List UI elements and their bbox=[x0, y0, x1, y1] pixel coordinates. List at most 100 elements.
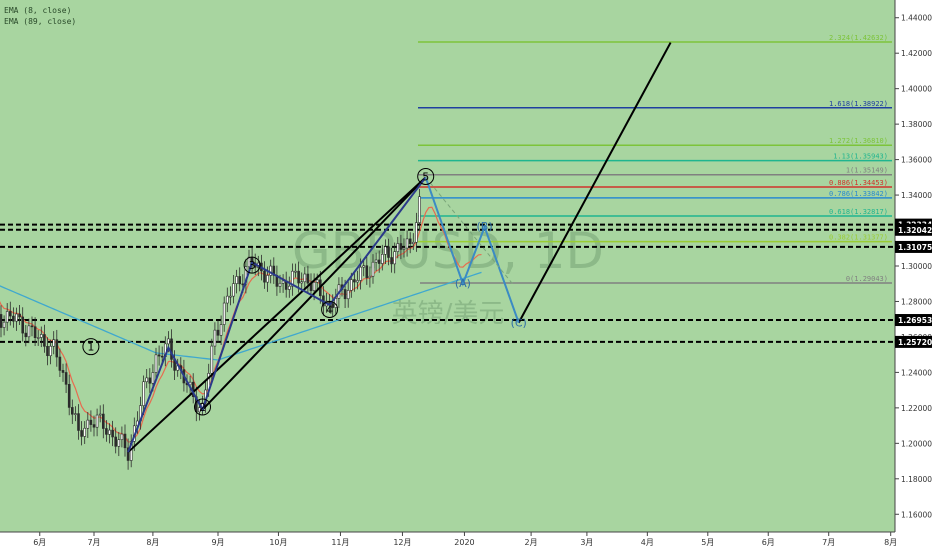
candle-body bbox=[287, 285, 291, 290]
candle-body bbox=[384, 246, 387, 255]
candle-body bbox=[0, 314, 3, 328]
candle-body bbox=[266, 275, 269, 283]
legend-ema-slow[interactable]: EMA (89, close) bbox=[4, 17, 77, 26]
x-tick-label: 4月 bbox=[641, 538, 654, 547]
wave-label-circle bbox=[194, 398, 211, 416]
candle-body bbox=[9, 311, 12, 317]
candle-body bbox=[36, 337, 40, 339]
candle-body bbox=[247, 256, 251, 268]
candle-body bbox=[216, 329, 220, 336]
candle-body bbox=[238, 276, 241, 285]
candle-body bbox=[2, 321, 6, 328]
candle-body bbox=[297, 270, 300, 284]
y-tick-label: 1.22000 bbox=[901, 404, 932, 413]
indicator-legend: EMA (8, close) EMA (89, close) bbox=[4, 5, 76, 27]
candle-body bbox=[74, 413, 77, 415]
candle-body bbox=[269, 265, 273, 276]
candle-body bbox=[353, 279, 356, 283]
candle-body bbox=[55, 339, 59, 358]
wave-label: (A) bbox=[455, 277, 471, 290]
impulse-wave-line bbox=[127, 176, 427, 453]
candle-body bbox=[24, 332, 28, 338]
candle-body bbox=[331, 303, 335, 308]
fib-level-label: 1.618(1.38922) bbox=[829, 100, 888, 108]
y-tick-label: 1.42000 bbox=[901, 49, 932, 58]
candle-body bbox=[418, 196, 421, 223]
candle-body bbox=[219, 324, 223, 336]
candle-body bbox=[346, 290, 350, 300]
x-tick-label: 7月 bbox=[87, 538, 100, 547]
y-tick-label: 1.18000 bbox=[901, 475, 932, 484]
ema-fast-line bbox=[0, 206, 482, 443]
candle-body bbox=[291, 270, 294, 287]
x-tick-label: 11月 bbox=[331, 538, 349, 547]
candle-body bbox=[380, 254, 384, 264]
wave-label: (B) bbox=[477, 220, 493, 233]
candle-body bbox=[198, 407, 201, 413]
x-tick-label: 9月 bbox=[211, 538, 224, 547]
y-tick-label: 1.16000 bbox=[901, 510, 932, 519]
y-tick-label: 1.28000 bbox=[901, 297, 932, 306]
candle-body bbox=[365, 265, 369, 279]
candle-body bbox=[145, 377, 148, 383]
candle-body bbox=[49, 345, 52, 357]
candle-body bbox=[12, 315, 15, 322]
fib-level-label: 1.272(1.36810) bbox=[829, 137, 888, 145]
candle-body bbox=[30, 325, 34, 328]
price-marker-label: 1.25720 bbox=[898, 338, 932, 347]
candle-body bbox=[27, 325, 31, 338]
candle-body bbox=[222, 302, 226, 325]
candle-body bbox=[170, 338, 173, 360]
x-axis-panel bbox=[0, 532, 932, 550]
candle-body bbox=[213, 329, 217, 347]
candle-body bbox=[157, 354, 161, 357]
trend-line-lower bbox=[127, 176, 427, 453]
fib-level-label: 0.618(1.32817) bbox=[829, 208, 888, 216]
ema-slow-line bbox=[0, 271, 482, 361]
candle-body bbox=[105, 428, 108, 435]
wave-label: 3 bbox=[249, 259, 256, 272]
candle-body bbox=[210, 345, 214, 374]
correction-wave-line bbox=[424, 177, 520, 324]
candle-body bbox=[359, 266, 362, 281]
fib-levels: 2.324(1.42632) 1.618(1.38922) 1.272(1.3681… bbox=[418, 34, 892, 284]
candle-body bbox=[111, 429, 114, 438]
candle-body bbox=[52, 339, 56, 347]
candle-body bbox=[387, 246, 390, 258]
candle-body bbox=[123, 433, 127, 449]
x-tick-label: 7月 bbox=[822, 538, 835, 547]
candle-body bbox=[396, 243, 400, 252]
fib-level-label: 0.786(1.33842) bbox=[829, 190, 888, 198]
fib-level-label: 0.886(1.34453) bbox=[829, 179, 888, 187]
candle-body bbox=[83, 427, 86, 437]
x-tick-label: 12月 bbox=[393, 538, 411, 547]
price-marker-tag bbox=[895, 314, 932, 327]
candle-body bbox=[374, 259, 378, 263]
candle-body bbox=[92, 424, 96, 428]
candle-body bbox=[86, 419, 90, 429]
candle-body bbox=[306, 273, 310, 284]
candle-body bbox=[61, 370, 65, 373]
x-tick-label: 6月 bbox=[762, 538, 775, 547]
ema-lines bbox=[0, 206, 482, 443]
y-tick-label: 1.38000 bbox=[901, 120, 932, 129]
candle-body bbox=[315, 279, 319, 283]
price-marker-lines bbox=[0, 223, 895, 343]
candle-body bbox=[167, 338, 170, 345]
price-marker-label: 1.31075 bbox=[898, 243, 932, 252]
candle-body bbox=[371, 261, 375, 277]
wave-lines: 1 2 3 4 5 (A) (B) (C) bbox=[82, 42, 672, 453]
candle-body bbox=[226, 295, 229, 304]
candle-body bbox=[405, 238, 409, 249]
watermark-symbol: GBPUSD, 1D bbox=[292, 222, 604, 280]
wave-label: 2 bbox=[199, 401, 206, 414]
candle-body bbox=[120, 433, 124, 440]
dashed-projection bbox=[425, 177, 513, 285]
legend-ema-fast[interactable]: EMA (8, close) bbox=[4, 6, 72, 15]
candle-body bbox=[390, 257, 393, 265]
candle-body bbox=[160, 355, 164, 358]
y-tick-label: 1.44000 bbox=[901, 14, 932, 23]
